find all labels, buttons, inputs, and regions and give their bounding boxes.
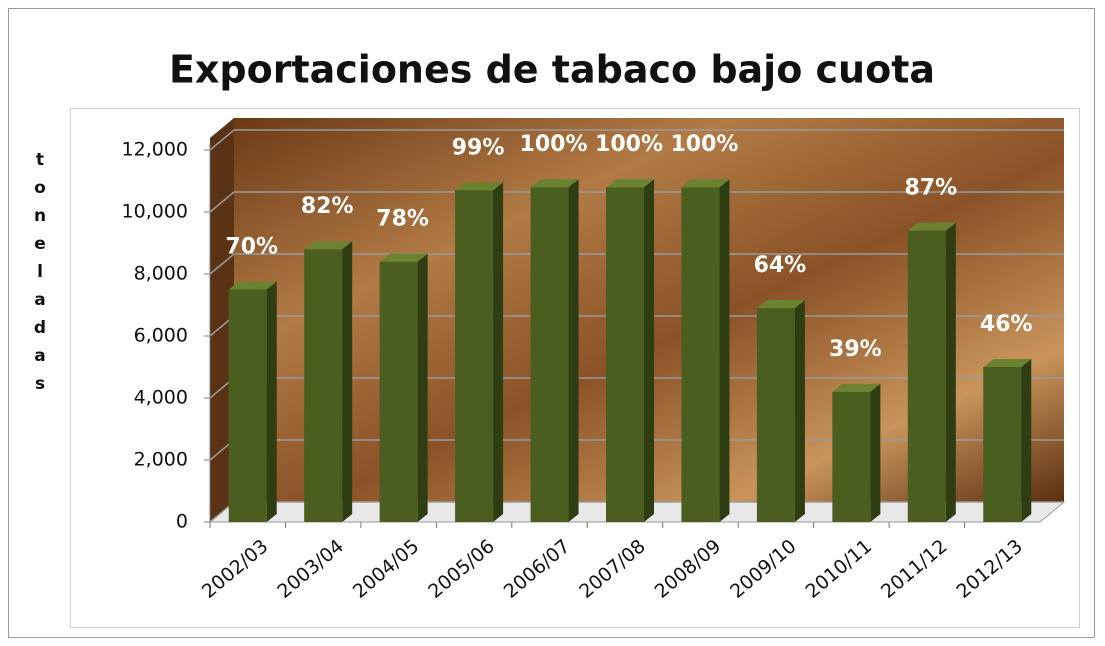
bar <box>229 282 277 523</box>
data-label: 100% <box>670 132 738 157</box>
bar-side <box>719 179 729 522</box>
chart-title: Exportaciones de tabaco bajo cuota <box>169 48 935 92</box>
x-tick-label: 2011/12 <box>877 535 952 603</box>
x-tick-label: 2005/06 <box>424 535 499 603</box>
bar-side <box>569 179 579 522</box>
bar-front <box>681 187 719 522</box>
bar-side <box>267 282 277 523</box>
x-tick-label: 2006/07 <box>500 535 575 603</box>
bar-side <box>946 223 956 522</box>
data-label: 46% <box>980 312 1033 337</box>
data-label: 99% <box>452 135 505 160</box>
bar <box>304 241 352 522</box>
bar-front <box>380 262 418 522</box>
bar <box>908 223 956 522</box>
data-label: 64% <box>754 253 807 278</box>
bar-front <box>304 249 342 522</box>
bar <box>380 254 428 522</box>
bar-front <box>832 392 870 522</box>
bar <box>983 359 1031 522</box>
bar-front <box>531 187 569 522</box>
bar-front <box>229 290 267 523</box>
bar-side <box>418 254 428 522</box>
bar-side <box>644 179 654 522</box>
x-tick-label: 2008/09 <box>651 535 726 603</box>
y-tick-label: 6,000 <box>134 325 188 347</box>
data-label: 100% <box>520 132 588 157</box>
page: toneladas Exportaciones de tabaco bajo c… <box>0 0 1105 646</box>
bar <box>531 179 579 522</box>
bar <box>681 179 729 522</box>
bar-front <box>908 231 946 522</box>
bar-side <box>870 384 880 522</box>
bar <box>832 384 880 522</box>
data-label: 82% <box>301 194 354 219</box>
bar <box>606 179 654 522</box>
bar-side <box>1021 359 1031 522</box>
chart: Exportaciones de tabaco bajo cuota 0 2,00… <box>0 0 1105 646</box>
data-label: 39% <box>829 337 882 362</box>
data-label: 100% <box>595 132 663 157</box>
bar-side <box>493 182 503 522</box>
y-tick-label: 8,000 <box>134 263 188 285</box>
bar-side <box>795 300 805 522</box>
bar-front <box>606 187 644 522</box>
x-tick-label: 2007/08 <box>575 535 650 603</box>
bar-front <box>983 367 1021 522</box>
bar <box>455 182 503 522</box>
bar-front <box>757 308 795 522</box>
data-label: 87% <box>904 176 957 201</box>
y-tick-label: 0 <box>176 511 188 533</box>
bar-side <box>342 241 352 522</box>
x-tick-label: 2003/04 <box>273 535 348 603</box>
x-tick-label: 2002/03 <box>198 535 273 603</box>
y-tick-label: 2,000 <box>134 449 188 471</box>
x-tick-label: 2012/13 <box>952 535 1027 603</box>
y-tick-label: 10,000 <box>122 201 188 223</box>
y-tick-label: 4,000 <box>134 387 188 409</box>
y-tick-label: 12,000 <box>122 139 188 161</box>
data-label: 70% <box>225 235 278 260</box>
x-tick-label: 2004/05 <box>349 535 424 603</box>
x-tick-label: 2009/10 <box>726 535 801 603</box>
x-tick-label: 2010/11 <box>802 535 877 603</box>
bar-front <box>455 190 493 522</box>
bar <box>757 300 805 522</box>
data-label: 78% <box>376 207 429 232</box>
